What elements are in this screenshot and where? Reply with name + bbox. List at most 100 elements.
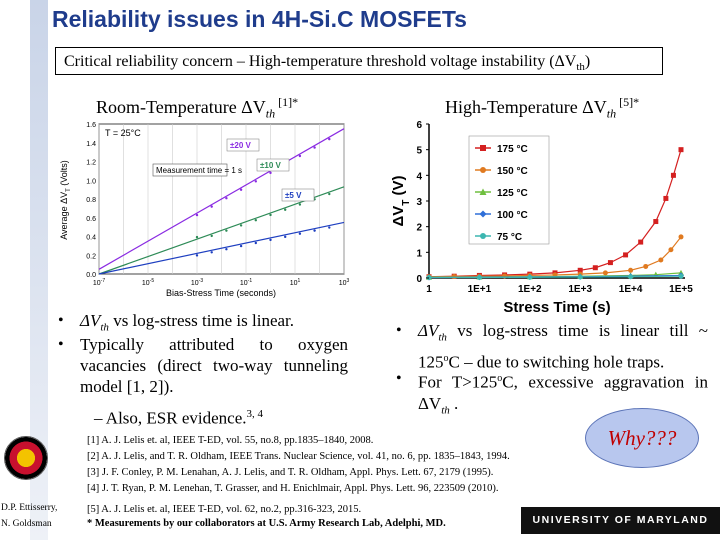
chart2-legend-label: 150 °C: [497, 166, 528, 177]
chart2-xtick-label: 1E+5: [669, 284, 693, 295]
chart1-xlabel: Bias-Stress Time (seconds): [166, 288, 276, 298]
right-subtitle: High-Temperature ΔVth [5]*: [445, 95, 639, 122]
chart1-data-point: [210, 205, 213, 208]
chart1-data-point: [298, 232, 302, 235]
chart1-data-point: [269, 213, 272, 217]
right-subtitle-text: High-Temperature ΔV: [445, 97, 607, 117]
left-subtitle-text: Room-Temperature ΔV: [96, 97, 266, 117]
ref-1: [1] A. J. Lelis et. al, IEEE T-ED, vol. …: [87, 435, 374, 446]
chart1-data-point: [254, 241, 257, 245]
chart1-series-label: ±20 V: [230, 141, 252, 150]
chart2-data-point: [577, 267, 583, 273]
banner-text: Critical reliability concern – High-temp…: [64, 53, 577, 70]
banner: Critical reliability concern – High-temp…: [55, 47, 663, 75]
chart1-ytick-label: 1.0: [86, 178, 96, 185]
ref-2: [2] A. J. Lelis, and T. R. Oldham, IEEE …: [87, 451, 510, 462]
chart2-ytick-label: 1: [416, 248, 422, 259]
right-subtitle-sub: th: [606, 106, 617, 121]
chart1-data-point: [313, 229, 316, 232]
banner-sub: th: [576, 61, 585, 74]
author-line-2: N. Goldsman: [1, 519, 52, 529]
right-bullet-2-text: C, excessive aggravation in ΔV: [418, 372, 709, 413]
chart1-data-point: [210, 234, 213, 238]
right-bullet-1-end: C – due to switching hole traps.: [448, 353, 665, 373]
chart1-data-point: [239, 224, 243, 227]
chart1-ytick-label: 0.6: [86, 216, 96, 223]
chart1-data-point: [328, 192, 331, 196]
chart1-xtick-label: 10-7: [93, 278, 105, 287]
chart1-temp-annotation: T = 25°C: [105, 128, 141, 138]
university-seal-icon: [4, 436, 48, 480]
chart2-legend-marker: [480, 233, 486, 239]
why-callout: Why???: [585, 408, 699, 468]
chart2-data-point: [628, 267, 634, 273]
chart1-xtick-label: 101: [290, 278, 301, 287]
chart1-data-point: [298, 203, 302, 206]
chart2-data-point: [638, 239, 644, 245]
chart1-series-label-box: [226, 138, 260, 152]
left-bullet-1-sub: th: [100, 321, 109, 334]
chart1-xtick-label: 10-1: [240, 278, 252, 287]
chart2-data-point: [628, 274, 634, 280]
chart1-ytick-label: 0.8: [86, 197, 96, 204]
right-bullet-1-text: vs log-stress time is linear till ~ 125: [418, 321, 708, 373]
chart1-xtick-label: 103: [339, 278, 350, 287]
chart2-legend-label: 100 °C: [497, 210, 528, 221]
bullet-dot: •: [58, 336, 64, 353]
chart1-ytick-label: 1.2: [86, 160, 96, 167]
left-subtitle-sub: th: [265, 106, 276, 121]
chart2-legend-label: 75 °C: [497, 232, 522, 243]
chart2-ylabel: ΔVT (V): [390, 175, 412, 226]
chart2-ytick-label: 5: [416, 146, 422, 157]
chart1-data-point: [328, 137, 331, 141]
chart1-series-line: [98, 221, 345, 275]
chart1-data-point: [298, 154, 302, 158]
left-bullet-2: • Typically attributed to oxygen vacancie…: [58, 334, 348, 397]
chart2-xtick-label: 1E+3: [568, 284, 592, 295]
chart1-data-point: [225, 247, 228, 251]
author: D.P. Ettisserry, N. Goldsman: [1, 500, 57, 532]
chart2-data-point: [663, 195, 669, 201]
left-bullet-1-text: vs log-stress time is linear.: [108, 311, 295, 330]
chart2-legend-marker: [479, 210, 487, 218]
chart1-data-point: [239, 244, 243, 248]
chart1-data-point: [284, 235, 287, 239]
chart2-ytick-label: 3: [416, 197, 422, 208]
right-bullet-1: • ΔVth vs log-stress time is linear till …: [396, 320, 708, 373]
chart2-data-point: [527, 274, 533, 280]
chart2-xtick-label: 1E+2: [518, 284, 542, 295]
chart2-data-point: [607, 260, 613, 266]
chart1-data-point: [225, 229, 228, 232]
left-bullet-2-text: Typically attributed to oxygen vacancies…: [80, 335, 348, 396]
chart1-data-point: [269, 238, 272, 242]
chart1-data-point: [195, 254, 199, 257]
right-bullet-1-sup: o: [443, 353, 449, 365]
left-stripe: [30, 0, 48, 540]
left-subtitle: Room-Temperature ΔVth [1]*: [96, 95, 298, 122]
chart2-legend-marker: [480, 167, 486, 173]
chart2-ytick-label: 4: [416, 171, 422, 182]
chart2-series-line: [428, 149, 682, 278]
ref-5: [5] A. J. Lelis et. al, IEEE T-ED, vol. …: [87, 504, 362, 515]
chart2-data-point: [643, 263, 649, 269]
chart2-data-point: [678, 147, 684, 153]
bullet-dot: •: [396, 370, 402, 387]
chart2-ytick-label: 0: [416, 274, 422, 285]
room-temp-chart: 0.0 0.2 0.4 0.6 0.8 1.0 1.2 1.4 1.6 10-7 10-5 10-3 1…: [59, 122, 350, 298]
chart2-data-point: [451, 273, 457, 279]
left-bullet-1: • ΔVth vs log-stress time is linear.: [58, 310, 348, 338]
chart1-data-point: [254, 219, 257, 222]
right-subtitle-sup: [5]*: [616, 95, 640, 109]
ref-3: [3] J. F. Conley, P. M. Lenahan, A. J. L…: [87, 467, 494, 478]
chart1-series-line: [98, 186, 345, 275]
chart1-data-point: [239, 188, 243, 191]
chart2-xtick-label: 1E+4: [619, 284, 643, 295]
right-bullet-2-end: .: [449, 393, 459, 413]
chart2-legend-label: 125 °C: [497, 188, 528, 199]
chart2-data-point: [602, 270, 608, 276]
chart2-series-line: [429, 275, 682, 279]
measurement-note: * Measurements by our collaborators at U…: [87, 518, 446, 529]
chart2-ytick-label: 2: [416, 223, 422, 234]
chart1-xtick-label: 10-3: [191, 278, 203, 287]
